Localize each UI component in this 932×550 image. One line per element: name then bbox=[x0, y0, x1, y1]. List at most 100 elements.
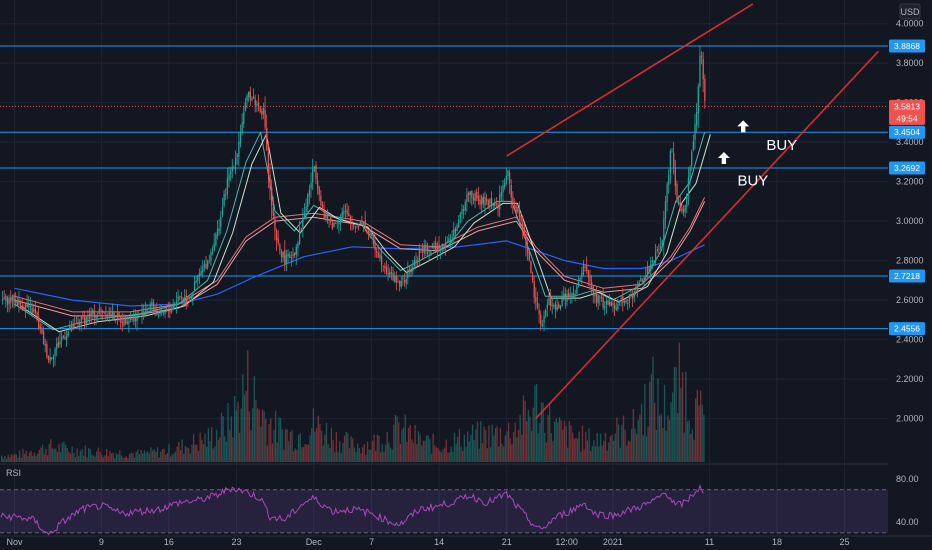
candle-body bbox=[376, 251, 378, 253]
volume-bar bbox=[457, 436, 459, 462]
volume-bar bbox=[450, 446, 452, 462]
candle-body bbox=[440, 248, 442, 251]
candle-body bbox=[341, 212, 343, 218]
volume-bar bbox=[591, 446, 593, 462]
buy-annotations[interactable]: BUY BUY bbox=[717, 120, 797, 190]
trend-line[interactable] bbox=[506, 3, 754, 157]
volume-bar bbox=[685, 371, 687, 462]
candle-body bbox=[435, 242, 437, 252]
volume-bar bbox=[383, 451, 385, 462]
volume-bar bbox=[421, 445, 423, 462]
candle-body bbox=[331, 223, 334, 229]
trend-line[interactable] bbox=[535, 50, 879, 420]
candle-body bbox=[152, 302, 155, 311]
volume-bar bbox=[66, 447, 68, 462]
volume-bar bbox=[117, 454, 119, 462]
volume-bar bbox=[124, 457, 126, 462]
volume-bar bbox=[626, 445, 628, 462]
level-price-tag[interactable] bbox=[889, 269, 925, 283]
candle-body bbox=[553, 304, 555, 307]
buy-label[interactable]: BUY bbox=[737, 173, 768, 190]
candle-body bbox=[609, 301, 611, 305]
price-axis[interactable]: USD 80.0040.004.00003.80003.60003.40003.… bbox=[888, 0, 932, 550]
candle-body bbox=[412, 266, 414, 272]
candle-body bbox=[636, 284, 639, 293]
candle-body bbox=[682, 209, 685, 213]
volume-bar bbox=[427, 435, 429, 462]
candle-body bbox=[471, 190, 473, 198]
volume-bar bbox=[635, 433, 638, 462]
level-price-tag[interactable] bbox=[889, 161, 925, 175]
candle-body bbox=[21, 305, 23, 309]
volume-bar bbox=[102, 457, 104, 462]
volume-bar bbox=[334, 452, 336, 462]
candle-body bbox=[170, 308, 173, 313]
price-tick-label: 2.2000 bbox=[896, 374, 924, 384]
volume-bar bbox=[703, 414, 705, 462]
candle-body bbox=[11, 295, 14, 301]
level-price-tag[interactable] bbox=[889, 39, 925, 53]
volume-bar bbox=[248, 411, 251, 462]
volume-bar bbox=[243, 394, 246, 462]
candle-body bbox=[574, 294, 576, 296]
volume-bar bbox=[414, 424, 416, 462]
candle-body bbox=[226, 178, 229, 195]
candle-body bbox=[335, 222, 337, 224]
volume-bar bbox=[507, 422, 510, 462]
candle-body bbox=[410, 270, 412, 273]
volume-bar bbox=[110, 453, 113, 462]
candle-body bbox=[264, 110, 266, 128]
current-price-tag[interactable] bbox=[889, 99, 925, 125]
candle-body bbox=[161, 309, 163, 313]
volume-bar bbox=[12, 455, 14, 462]
candle-body bbox=[461, 209, 463, 214]
level-price-tag[interactable] bbox=[889, 125, 925, 139]
volume-bar bbox=[232, 437, 234, 462]
candle-body bbox=[244, 102, 247, 111]
volume-bar bbox=[406, 442, 408, 462]
volume-bar bbox=[466, 431, 469, 462]
candle-body bbox=[648, 266, 650, 271]
horizontal-levels[interactable] bbox=[0, 45, 888, 330]
candle-body bbox=[10, 297, 12, 303]
buy-label[interactable]: BUY bbox=[766, 137, 797, 154]
volume-bar bbox=[608, 442, 610, 462]
volume-bar bbox=[416, 444, 418, 462]
candle-body bbox=[676, 184, 678, 203]
trend-lines[interactable] bbox=[506, 3, 879, 420]
volume-bar bbox=[217, 439, 219, 462]
candle-body bbox=[431, 244, 434, 249]
candle-body bbox=[558, 304, 560, 308]
candle-body bbox=[374, 242, 376, 250]
candle-body bbox=[513, 205, 516, 209]
candle-body bbox=[136, 314, 138, 322]
level-price-tag-label: 2.7218 bbox=[894, 271, 920, 281]
candle-body bbox=[582, 264, 585, 275]
candle-body bbox=[5, 295, 7, 302]
candle-body bbox=[417, 260, 419, 262]
candle-body bbox=[541, 324, 544, 327]
volume-bar bbox=[5, 458, 8, 462]
volume-bar bbox=[622, 415, 625, 462]
price-tick-label: 3.2000 bbox=[896, 177, 924, 187]
time-axis[interactable]: Nov 9 16 23 Dec 7 14 21 12:00 2021 11 18 25 bbox=[0, 535, 932, 547]
volume-bar bbox=[166, 453, 168, 462]
level-price-tag[interactable] bbox=[889, 322, 925, 336]
volume-bar bbox=[617, 424, 620, 462]
candle-body bbox=[456, 224, 458, 232]
volume-bar bbox=[494, 428, 497, 462]
volume-bar bbox=[613, 440, 615, 462]
candle-body bbox=[615, 307, 617, 311]
volume-bar bbox=[14, 454, 16, 462]
volume-bar bbox=[2, 458, 4, 462]
candle-body bbox=[618, 300, 621, 303]
volume-bar bbox=[276, 442, 278, 462]
volume-bar bbox=[465, 446, 467, 462]
candle-body bbox=[497, 203, 499, 209]
candle-body bbox=[494, 203, 496, 206]
volume-bar bbox=[394, 415, 397, 462]
currency-badge[interactable] bbox=[899, 3, 921, 20]
volume-bar bbox=[288, 441, 290, 462]
candle-body bbox=[533, 281, 535, 298]
